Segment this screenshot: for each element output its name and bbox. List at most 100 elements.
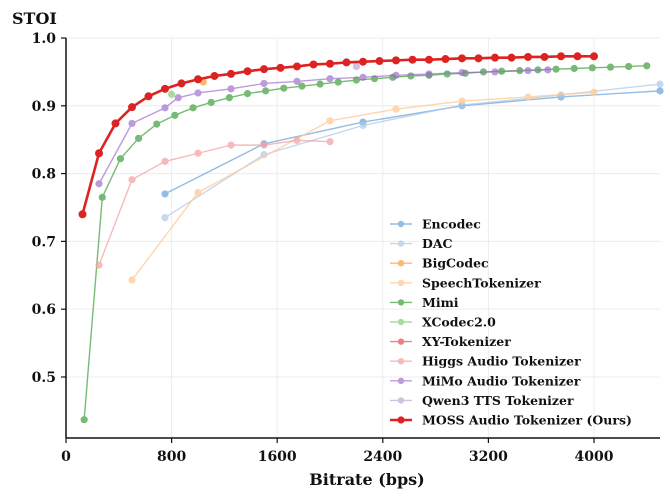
tick-labels: 0 800 1600 2400 3200 4000 0.5 0.6 0.7 0.8 0.9 1.0 bbox=[32, 31, 614, 465]
data-point bbox=[161, 157, 169, 165]
legend-label: Qwen3 TTS Tokenizer bbox=[422, 393, 574, 408]
legend-label: Higgs Audio Tokenizer bbox=[422, 354, 581, 369]
legend-item-encodec: Encodec bbox=[390, 217, 481, 232]
data-point bbox=[457, 54, 466, 63]
data-point bbox=[189, 104, 197, 112]
data-point bbox=[210, 71, 219, 80]
legend-label: MOSS Audio Tokenizer (Ours) bbox=[422, 413, 632, 428]
data-point bbox=[293, 77, 301, 85]
data-point bbox=[441, 55, 450, 64]
series-line bbox=[98, 139, 331, 266]
data-point bbox=[326, 117, 334, 125]
data-point bbox=[260, 79, 268, 88]
legend-label: XCodec2.0 bbox=[422, 315, 496, 330]
legend-swatch-marker bbox=[397, 416, 405, 424]
data-point bbox=[656, 87, 664, 95]
legend-item-moss-audio-tokenizer-ours: MOSS Audio Tokenizer (Ours) bbox=[390, 413, 632, 428]
data-point bbox=[326, 138, 334, 146]
legend-swatch bbox=[390, 279, 412, 286]
legend-item-dac: DAC bbox=[390, 236, 453, 251]
data-point bbox=[78, 210, 87, 219]
data-point bbox=[276, 63, 285, 72]
data-point bbox=[524, 93, 532, 101]
legend-item-bigcodec: BigCodec bbox=[390, 256, 489, 271]
legend-swatch-marker bbox=[397, 377, 405, 384]
legend-label: XY-Tokenizer bbox=[422, 334, 511, 349]
data-point bbox=[557, 52, 566, 61]
x-tick-label: 1600 bbox=[258, 449, 297, 465]
legend-item-xcodec2-0: XCodec2.0 bbox=[390, 315, 496, 330]
legend-swatch-marker bbox=[397, 240, 405, 247]
data-point bbox=[643, 62, 651, 70]
data-point bbox=[135, 134, 143, 142]
data-point bbox=[352, 76, 360, 84]
legend-swatch-marker bbox=[397, 318, 405, 326]
series-line bbox=[164, 90, 661, 195]
data-point bbox=[326, 75, 334, 83]
data-point bbox=[95, 180, 103, 188]
series-encodec bbox=[161, 87, 664, 198]
data-point bbox=[95, 149, 104, 158]
data-point bbox=[391, 56, 400, 65]
legend-item-higgs-audio-tokenizer: Higgs Audio Tokenizer bbox=[390, 354, 581, 369]
data-point bbox=[552, 65, 560, 73]
series-xcodec2-0 bbox=[168, 90, 176, 98]
data-point bbox=[161, 214, 169, 222]
data-point bbox=[193, 75, 202, 84]
x-tick-label: 2400 bbox=[363, 449, 402, 465]
data-point bbox=[226, 69, 235, 78]
data-point bbox=[95, 261, 103, 269]
data-point bbox=[225, 94, 233, 102]
data-point bbox=[309, 60, 318, 69]
data-point bbox=[194, 188, 202, 197]
series-mimi bbox=[80, 62, 651, 424]
data-point bbox=[325, 59, 334, 68]
series-moss-audio-tokenizer-ours bbox=[78, 52, 599, 219]
data-point bbox=[625, 62, 633, 71]
data-point bbox=[524, 52, 533, 61]
data-point bbox=[243, 89, 252, 98]
legend-label: MiMo Audio Tokenizer bbox=[422, 373, 581, 388]
data-point bbox=[128, 176, 136, 184]
legend-swatch-marker bbox=[397, 220, 405, 228]
data-point bbox=[588, 64, 596, 72]
data-point bbox=[408, 55, 417, 64]
series-layer bbox=[78, 52, 664, 424]
x-tick-label: 4000 bbox=[575, 449, 614, 465]
data-point bbox=[540, 52, 549, 61]
data-point bbox=[194, 149, 202, 157]
data-point bbox=[590, 88, 598, 96]
data-point bbox=[262, 87, 270, 95]
y-tick-label: 1.0 bbox=[32, 31, 57, 47]
x-tick-label: 3200 bbox=[469, 449, 508, 465]
data-point bbox=[474, 54, 483, 63]
legend-swatch bbox=[390, 299, 412, 306]
data-point bbox=[116, 155, 125, 163]
data-point bbox=[375, 57, 384, 66]
series-speechtokenizer bbox=[128, 88, 598, 284]
y-tick-label: 0.9 bbox=[32, 99, 56, 115]
legend-swatch bbox=[390, 397, 412, 404]
data-point bbox=[458, 68, 466, 77]
y-tick-label: 0.8 bbox=[32, 167, 56, 183]
legend-swatch bbox=[390, 220, 412, 228]
legend-swatch bbox=[390, 358, 412, 365]
data-point bbox=[491, 68, 499, 76]
legend-swatch-marker bbox=[397, 358, 405, 365]
data-point bbox=[259, 65, 268, 74]
data-point bbox=[544, 66, 552, 74]
x-axis-title: Bitrate (bps) bbox=[309, 470, 424, 489]
legend-label: DAC bbox=[422, 236, 453, 251]
data-point bbox=[144, 92, 153, 101]
legend-item-qwen3-tts-tokenizer: Qwen3 TTS Tokenizer bbox=[390, 393, 574, 408]
grid-lines bbox=[66, 37, 660, 438]
data-point bbox=[573, 52, 582, 61]
data-point bbox=[392, 105, 400, 113]
legend-swatch-marker bbox=[397, 338, 405, 345]
y-tick-label: 0.6 bbox=[32, 302, 56, 318]
legend-item-mimo-audio-tokenizer: MiMo Audio Tokenizer bbox=[390, 373, 581, 388]
data-point bbox=[98, 193, 106, 201]
data-point bbox=[334, 78, 342, 86]
data-point bbox=[507, 53, 516, 62]
